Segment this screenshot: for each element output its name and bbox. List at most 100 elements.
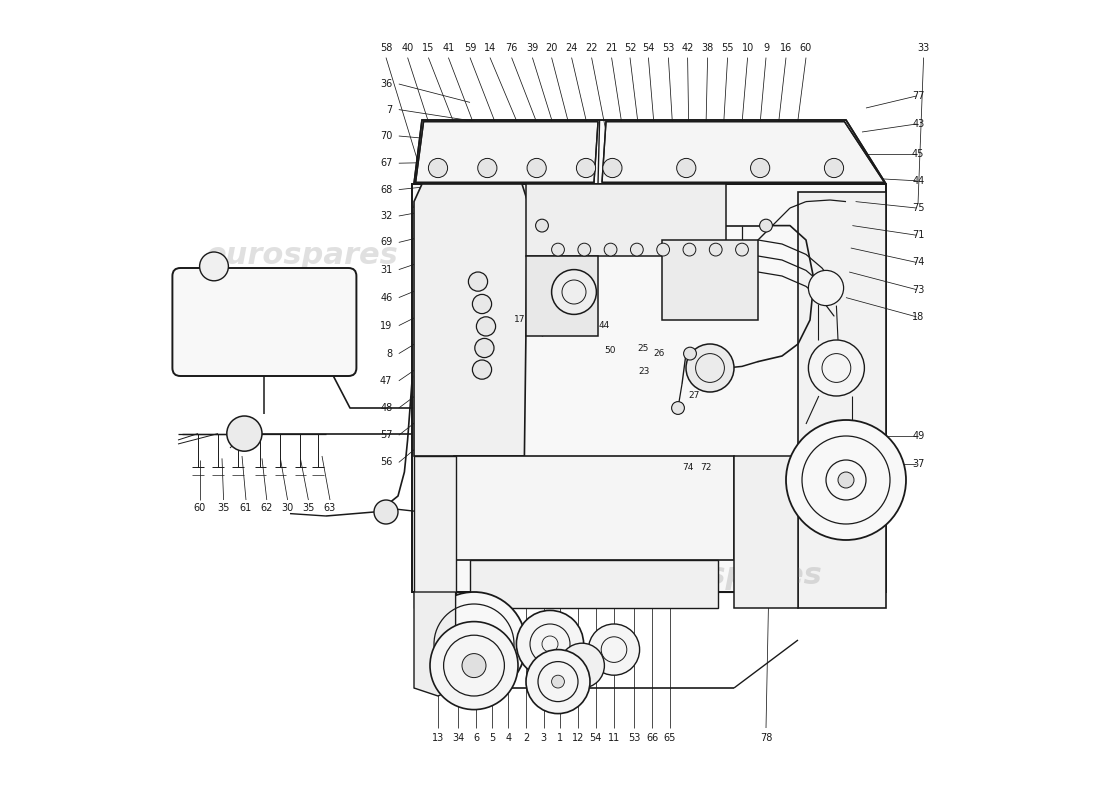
Circle shape: [760, 219, 772, 232]
Text: 63: 63: [323, 503, 337, 513]
Circle shape: [551, 675, 564, 688]
Text: 64: 64: [542, 310, 554, 319]
Text: 30: 30: [282, 503, 294, 513]
Circle shape: [630, 243, 644, 256]
Text: 18: 18: [912, 312, 924, 322]
Circle shape: [527, 158, 547, 178]
Text: 43: 43: [912, 119, 924, 129]
Text: 10: 10: [741, 43, 754, 53]
Text: 71: 71: [912, 230, 924, 240]
Circle shape: [462, 654, 486, 678]
Text: 57: 57: [379, 430, 393, 440]
Text: 12: 12: [572, 733, 584, 742]
Text: 51: 51: [556, 318, 566, 328]
Text: 5: 5: [490, 733, 495, 742]
Polygon shape: [526, 256, 598, 336]
Text: 21: 21: [605, 43, 618, 53]
Text: 66: 66: [647, 733, 659, 742]
Text: 39: 39: [526, 43, 539, 53]
Text: 6: 6: [473, 733, 480, 742]
Text: 74: 74: [682, 463, 693, 473]
Text: 60: 60: [800, 43, 812, 53]
Text: 44: 44: [912, 176, 924, 186]
Text: 22: 22: [585, 43, 598, 53]
Text: 4: 4: [505, 733, 512, 742]
Text: 38: 38: [702, 43, 714, 53]
Text: 68: 68: [381, 185, 393, 194]
Circle shape: [472, 294, 492, 314]
Circle shape: [526, 650, 590, 714]
Circle shape: [736, 243, 748, 256]
Text: 74: 74: [912, 258, 924, 267]
Text: 75: 75: [912, 203, 924, 213]
Text: 17: 17: [514, 315, 526, 325]
Text: 34: 34: [452, 733, 464, 742]
Text: 65: 65: [663, 733, 676, 742]
Text: 78: 78: [760, 733, 772, 742]
Text: 29: 29: [708, 382, 719, 391]
Circle shape: [199, 252, 229, 281]
Text: 46: 46: [381, 293, 393, 302]
Text: 20: 20: [546, 43, 558, 53]
Circle shape: [657, 243, 670, 256]
Text: 36: 36: [381, 79, 393, 89]
Text: 33: 33: [917, 43, 930, 53]
Circle shape: [374, 500, 398, 524]
Text: 9: 9: [763, 43, 769, 53]
Text: 26: 26: [653, 349, 664, 358]
Circle shape: [686, 344, 734, 392]
Polygon shape: [414, 456, 455, 608]
Text: 60: 60: [194, 503, 206, 513]
Text: 53: 53: [628, 733, 640, 742]
Circle shape: [838, 472, 854, 488]
Circle shape: [516, 610, 584, 678]
Text: 23: 23: [638, 367, 649, 377]
Text: 42: 42: [681, 43, 694, 53]
Text: 24: 24: [565, 43, 578, 53]
Text: 15: 15: [422, 43, 435, 53]
Polygon shape: [798, 192, 886, 608]
Text: 58: 58: [379, 43, 393, 53]
Polygon shape: [454, 456, 734, 560]
Text: 2: 2: [522, 733, 529, 742]
Text: 67: 67: [379, 158, 393, 168]
Circle shape: [786, 420, 906, 540]
Text: 72: 72: [701, 463, 712, 473]
Text: 61: 61: [240, 503, 252, 513]
Circle shape: [683, 347, 696, 360]
Circle shape: [588, 624, 639, 675]
Text: 62: 62: [261, 503, 273, 513]
Circle shape: [576, 158, 595, 178]
Circle shape: [430, 622, 518, 710]
Text: 13: 13: [432, 733, 444, 742]
Text: 56: 56: [379, 458, 393, 467]
Polygon shape: [602, 122, 884, 182]
Text: 27: 27: [689, 391, 700, 401]
Text: 16: 16: [780, 43, 792, 53]
Circle shape: [560, 643, 604, 688]
Circle shape: [551, 243, 564, 256]
Text: 45: 45: [912, 149, 924, 158]
Text: 70: 70: [379, 131, 393, 141]
Circle shape: [824, 158, 844, 178]
Text: 8: 8: [386, 349, 393, 358]
Circle shape: [710, 243, 722, 256]
Text: 25: 25: [637, 343, 649, 353]
Text: 40: 40: [402, 43, 414, 53]
Circle shape: [476, 317, 496, 336]
Circle shape: [750, 158, 770, 178]
Polygon shape: [526, 184, 726, 256]
Text: 7: 7: [386, 105, 393, 114]
Text: 31: 31: [381, 265, 393, 274]
Circle shape: [536, 219, 549, 232]
Polygon shape: [414, 120, 886, 184]
Polygon shape: [414, 184, 528, 456]
Text: 77: 77: [912, 91, 924, 101]
Text: 47: 47: [379, 376, 393, 386]
Text: 11: 11: [608, 733, 620, 742]
Text: 28: 28: [695, 374, 706, 383]
Text: 52: 52: [624, 43, 636, 53]
Circle shape: [672, 402, 684, 414]
Text: 35: 35: [218, 503, 230, 513]
Text: 48: 48: [381, 403, 393, 413]
